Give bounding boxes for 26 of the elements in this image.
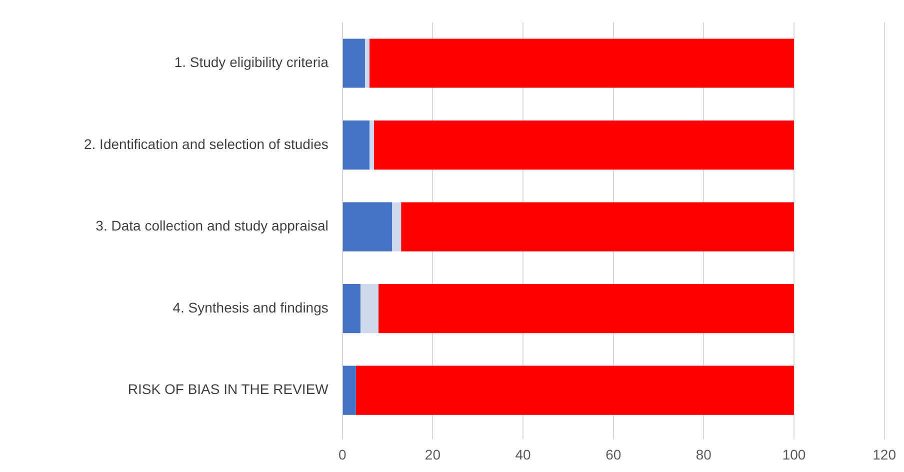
x-tick-label: 100 xyxy=(782,446,806,462)
x-tick-label: 0 xyxy=(338,446,346,462)
bar xyxy=(369,120,374,170)
bar xyxy=(342,366,356,415)
x-tick-label: 40 xyxy=(515,446,532,462)
bar xyxy=(374,120,794,170)
y-tick-label: 2. Identification and selection of studies xyxy=(84,136,328,152)
bar xyxy=(378,284,794,334)
y-tick-label: RISK OF BIAS IN THE REVIEW xyxy=(128,381,330,398)
x-tick-label: 80 xyxy=(696,446,712,462)
x-tick-label: 20 xyxy=(424,446,441,462)
bar xyxy=(392,202,402,252)
bar xyxy=(369,38,794,88)
bar xyxy=(401,202,794,252)
y-tick-label: 4. Synthesis and findings xyxy=(172,299,328,316)
bar xyxy=(342,202,392,252)
x-tick-label: 60 xyxy=(606,446,622,462)
bar xyxy=(360,284,379,334)
bar xyxy=(342,38,365,88)
bar xyxy=(356,366,794,415)
bar xyxy=(364,38,370,88)
y-tick-label: 3. Data collection and study appraisal xyxy=(96,218,328,234)
y-tick-label: 1. Study eligibility criteria xyxy=(174,54,329,70)
x-tick-label: 120 xyxy=(872,446,896,462)
bar xyxy=(342,284,360,334)
bar xyxy=(342,120,370,170)
